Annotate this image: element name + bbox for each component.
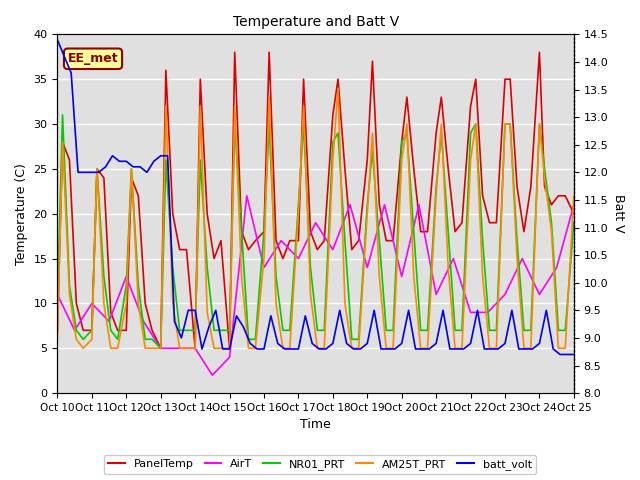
X-axis label: Time: Time [300, 419, 331, 432]
Text: EE_met: EE_met [68, 52, 118, 65]
Y-axis label: Temperature (C): Temperature (C) [15, 163, 28, 264]
Y-axis label: Batt V: Batt V [612, 194, 625, 233]
Title: Temperature and Batt V: Temperature and Batt V [232, 15, 399, 29]
Legend: PanelTemp, AirT, NR01_PRT, AM25T_PRT, batt_volt: PanelTemp, AirT, NR01_PRT, AM25T_PRT, ba… [104, 455, 536, 474]
